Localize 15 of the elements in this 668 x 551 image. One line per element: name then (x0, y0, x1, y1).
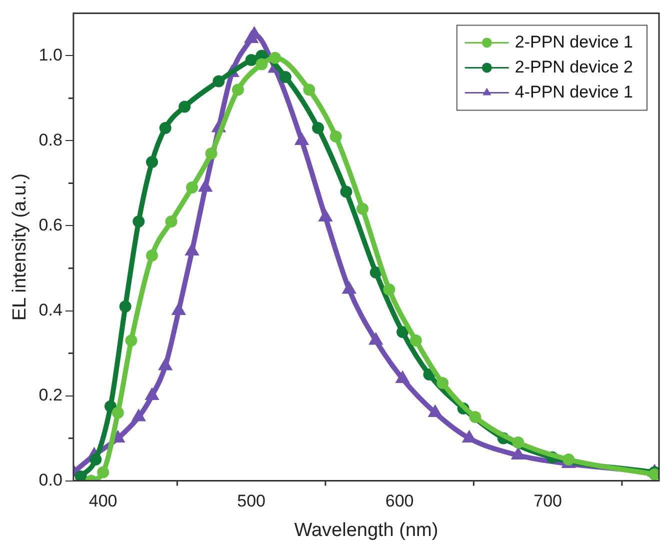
y-tick-label: 0.8 (38, 130, 62, 150)
x-tick-label: 700 (534, 492, 562, 511)
y-tick-label: 0.4 (38, 300, 62, 320)
y-tick-label: 1.0 (38, 45, 62, 64)
x-axis-title: Wavelength (nm) (294, 520, 438, 541)
legend-label: 4-PPN device 1 (514, 82, 634, 102)
x-tick-label: 600 (385, 492, 414, 511)
y-tick-label: 0.2 (38, 385, 62, 404)
y-tick-label: 0.6 (38, 215, 62, 234)
x-tick-label: 400 (88, 492, 118, 511)
legend-label: 2-PPN device 1 (514, 32, 634, 52)
x-tick-label: 500 (237, 492, 266, 511)
y-axis-title: EL intensity (a.u.) (10, 173, 31, 321)
y-tick-label: 0.0 (38, 470, 62, 490)
legend-label: 2-PPN device 2 (514, 57, 634, 76)
